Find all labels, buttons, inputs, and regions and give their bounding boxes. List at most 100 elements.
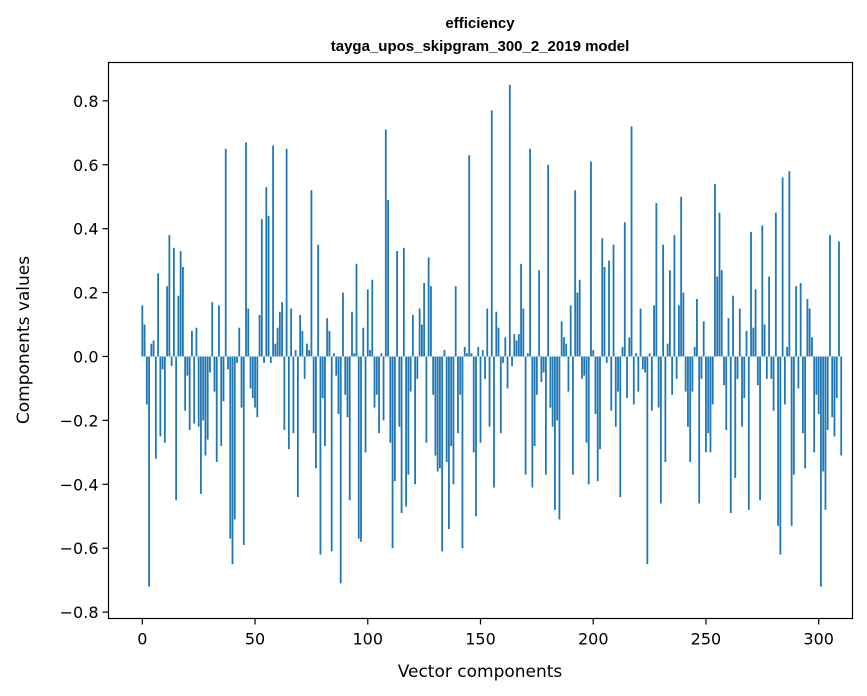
bar xyxy=(238,327,241,357)
bar xyxy=(179,251,182,357)
bar xyxy=(738,308,741,357)
bar xyxy=(154,356,157,459)
bar xyxy=(141,305,144,357)
bar xyxy=(220,356,223,446)
bar xyxy=(206,356,209,440)
bar xyxy=(608,260,610,357)
bar xyxy=(218,305,220,357)
bar xyxy=(163,356,166,443)
bar xyxy=(734,356,737,478)
bar xyxy=(420,324,423,357)
bar xyxy=(632,356,635,405)
bar xyxy=(833,356,836,437)
x-axis-ticks: 0 50 100 150 200 250 300 xyxy=(137,618,834,649)
bar xyxy=(838,241,840,357)
bar xyxy=(569,305,572,357)
bar xyxy=(387,199,389,357)
bar xyxy=(353,353,356,357)
bars-group xyxy=(141,84,843,587)
bar xyxy=(481,350,484,357)
bar xyxy=(202,356,205,421)
bar xyxy=(405,356,407,507)
bar xyxy=(306,343,308,357)
bar xyxy=(348,356,351,501)
bar xyxy=(754,289,757,357)
bar xyxy=(698,356,701,504)
bar xyxy=(572,356,574,475)
bar xyxy=(303,356,306,379)
bar xyxy=(790,356,793,526)
bar xyxy=(610,356,613,411)
bar xyxy=(675,356,678,379)
bar xyxy=(623,222,626,357)
bar xyxy=(578,279,581,357)
bar xyxy=(457,356,459,434)
bar xyxy=(497,327,500,357)
bar xyxy=(439,356,441,469)
bar xyxy=(166,286,169,357)
bar xyxy=(260,219,263,357)
y-tick-label: −0.4 xyxy=(60,475,99,494)
bar xyxy=(148,356,150,587)
bar xyxy=(308,350,311,357)
bar xyxy=(256,356,259,418)
bar xyxy=(824,356,827,510)
bar xyxy=(506,356,509,389)
bar xyxy=(418,308,421,357)
bar xyxy=(835,356,838,399)
bar xyxy=(657,356,660,408)
bar xyxy=(441,356,444,552)
bar xyxy=(287,356,290,450)
bar xyxy=(529,148,531,357)
bar xyxy=(840,356,843,456)
bar xyxy=(281,302,283,357)
bar xyxy=(554,356,556,510)
bar xyxy=(145,356,148,405)
bar xyxy=(549,356,552,408)
bar xyxy=(263,356,265,363)
bar xyxy=(648,353,651,357)
bar xyxy=(371,279,374,357)
bar xyxy=(461,356,464,549)
bar xyxy=(479,356,482,443)
bar xyxy=(682,292,685,357)
bar xyxy=(707,356,710,434)
bar xyxy=(159,356,162,437)
bar xyxy=(520,263,522,357)
bar xyxy=(788,171,791,357)
bar xyxy=(792,356,795,475)
bar xyxy=(378,356,380,434)
bar xyxy=(204,356,207,456)
bar xyxy=(725,356,728,430)
bar xyxy=(786,346,789,357)
bar xyxy=(804,356,807,469)
bar xyxy=(808,308,811,357)
bar xyxy=(515,340,518,357)
bar xyxy=(664,356,667,462)
bar xyxy=(484,356,486,379)
bar xyxy=(747,356,750,510)
bar xyxy=(222,356,225,402)
bar xyxy=(522,308,525,357)
bar xyxy=(477,346,480,357)
bar xyxy=(781,177,784,357)
bar xyxy=(556,356,559,421)
bar xyxy=(366,289,369,357)
bar xyxy=(759,356,761,501)
bar xyxy=(197,356,200,427)
bar xyxy=(398,356,401,427)
bar xyxy=(590,161,592,357)
bar xyxy=(542,356,545,373)
bar xyxy=(468,155,471,357)
bar xyxy=(673,235,676,357)
bar xyxy=(161,356,164,370)
bar xyxy=(402,247,405,357)
bar xyxy=(184,356,187,411)
bar xyxy=(249,356,252,389)
bar xyxy=(772,356,775,411)
plot-frame xyxy=(107,61,854,620)
bar xyxy=(646,356,649,565)
bar xyxy=(150,343,153,357)
bar xyxy=(533,356,536,446)
bar xyxy=(630,126,633,357)
